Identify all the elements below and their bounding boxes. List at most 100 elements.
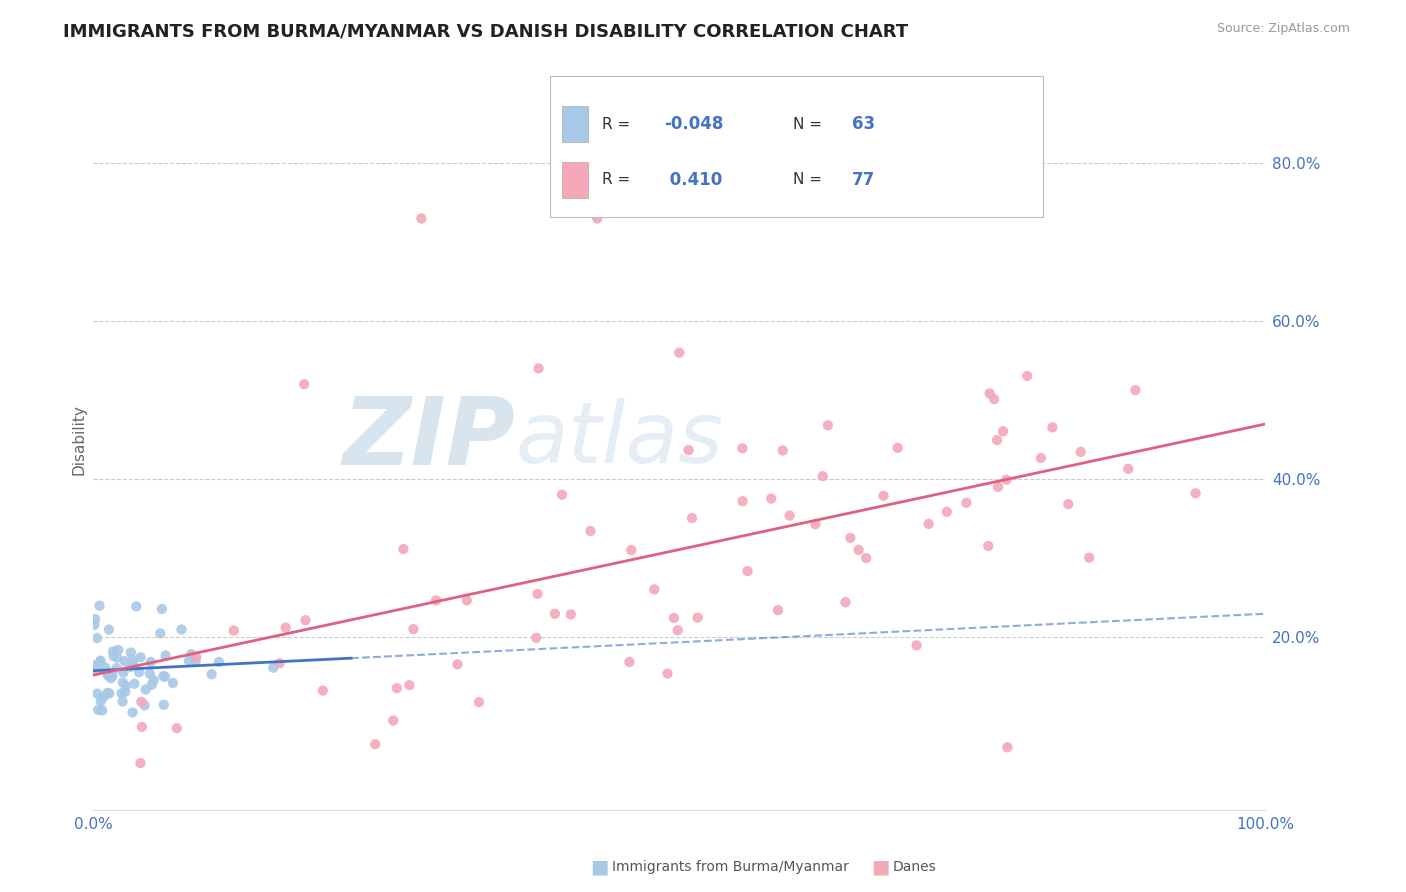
Point [425,593,447,607]
Point [125,599,148,614]
Point [579,524,602,538]
Point [89,655,111,669]
Point [586,211,609,226]
Point [110,686,132,700]
Point [149,626,172,640]
Point [905,639,928,653]
Text: N =: N = [793,117,827,132]
Point [208,655,231,669]
Point [142,673,165,688]
Point [662,611,685,625]
Point [551,488,574,502]
Point [294,613,316,627]
Point [1029,450,1052,465]
Point [979,386,1001,401]
Point [134,698,156,713]
Point [105,650,128,665]
Point [839,531,862,545]
Point [446,657,468,672]
Bar [562,162,588,198]
Text: -0.048: -0.048 [664,115,723,133]
Text: R =: R = [602,117,636,132]
Point [817,418,839,433]
Point [107,643,129,657]
Text: 0.410: 0.410 [664,170,723,189]
Point [681,511,703,525]
Point [97,668,120,682]
Point [155,648,177,663]
Point [560,607,582,622]
Point [152,698,174,712]
Point [1042,420,1064,434]
Point [804,517,827,532]
Point [121,706,143,720]
Point [1184,486,1206,500]
Point [1116,462,1139,476]
Point [668,345,690,359]
Point [918,516,941,531]
Point [114,654,136,668]
Point [382,714,405,728]
Point [91,690,114,705]
Point [977,539,1000,553]
Point [766,603,789,617]
Text: Immigrants from Burma/Myanmar: Immigrants from Burma/Myanmar [612,860,848,874]
Y-axis label: Disability: Disability [72,404,86,475]
Point [619,655,641,669]
Point [152,669,174,683]
Point [524,631,547,645]
Point [955,496,977,510]
Point [124,677,146,691]
Point [96,686,118,700]
Text: ■: ■ [872,857,890,877]
Point [983,392,1005,406]
Point [153,670,176,684]
Point [312,683,335,698]
Point [772,443,794,458]
Point [986,433,1008,447]
Point [105,661,128,675]
Point [86,687,108,701]
Text: N =: N = [793,172,827,187]
Point [120,660,142,674]
Point [131,695,153,709]
Point [398,678,420,692]
Point [737,564,759,578]
Point [97,623,120,637]
Point [731,494,754,508]
Point [150,602,173,616]
Point [121,653,143,667]
Point [186,650,208,665]
Point [201,667,224,681]
Point [94,660,117,674]
Point [643,582,665,597]
Point [162,676,184,690]
FancyBboxPatch shape [550,76,1043,217]
Point [177,654,200,668]
Point [114,684,136,698]
Point [100,671,122,685]
Point [166,721,188,735]
Point [262,661,284,675]
Point [98,686,121,700]
Point [292,377,315,392]
Point [1070,445,1092,459]
Point [761,491,783,506]
Point [87,703,110,717]
Point [935,505,957,519]
Bar [562,106,588,142]
Point [997,740,1019,755]
Point [1125,383,1147,397]
Point [111,695,134,709]
Point [657,666,679,681]
Point [120,646,142,660]
Text: 63: 63 [852,115,875,133]
Point [364,737,387,751]
Point [620,543,643,558]
Point [385,681,408,696]
Point [987,480,1010,494]
Point [274,621,297,635]
Point [811,469,834,483]
Point [834,595,856,609]
Point [731,442,754,456]
